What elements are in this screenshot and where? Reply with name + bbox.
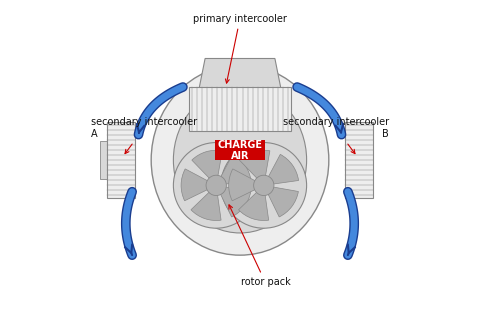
Text: secondary intercooler
A: secondary intercooler A bbox=[91, 117, 197, 154]
Circle shape bbox=[253, 175, 274, 196]
Wedge shape bbox=[239, 185, 269, 220]
Text: rotor pack: rotor pack bbox=[229, 205, 290, 287]
Wedge shape bbox=[228, 169, 264, 201]
FancyBboxPatch shape bbox=[351, 141, 360, 179]
Polygon shape bbox=[199, 59, 281, 90]
FancyBboxPatch shape bbox=[107, 122, 135, 198]
Wedge shape bbox=[216, 185, 251, 217]
FancyBboxPatch shape bbox=[345, 122, 373, 198]
Wedge shape bbox=[181, 169, 216, 201]
Wedge shape bbox=[191, 185, 221, 220]
FancyBboxPatch shape bbox=[215, 140, 265, 160]
Text: CHARGE
AIR: CHARGE AIR bbox=[217, 140, 263, 161]
Wedge shape bbox=[216, 154, 251, 185]
Wedge shape bbox=[264, 185, 299, 217]
Wedge shape bbox=[264, 154, 299, 185]
Wedge shape bbox=[240, 150, 270, 185]
Wedge shape bbox=[192, 150, 222, 185]
Circle shape bbox=[173, 142, 259, 228]
Circle shape bbox=[221, 142, 307, 228]
Ellipse shape bbox=[151, 65, 329, 255]
Ellipse shape bbox=[173, 87, 307, 233]
Text: secondary intercooler
B: secondary intercooler B bbox=[283, 117, 389, 154]
Text: primary intercooler: primary intercooler bbox=[193, 13, 287, 83]
Circle shape bbox=[206, 175, 227, 196]
FancyBboxPatch shape bbox=[189, 87, 291, 132]
FancyBboxPatch shape bbox=[100, 141, 110, 179]
